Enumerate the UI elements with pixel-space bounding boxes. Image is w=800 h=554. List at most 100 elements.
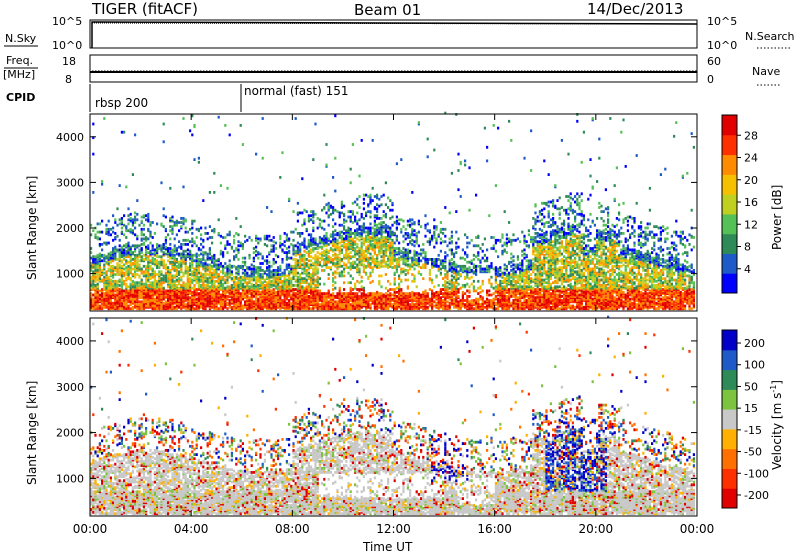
range-cell (307, 277, 310, 280)
range-cell (312, 226, 315, 230)
date-label: 14/Dec/2013 (587, 0, 683, 18)
range-cell (92, 303, 95, 306)
range-cell (360, 288, 363, 291)
range-cell (270, 210, 273, 213)
range-cell (433, 225, 436, 228)
range-cell (103, 117, 106, 120)
range-cell (345, 266, 348, 269)
range-cell (142, 300, 145, 304)
range-cell (103, 295, 106, 298)
range-cell (90, 247, 93, 250)
range-cell (351, 304, 354, 308)
range-cell (274, 290, 277, 294)
range-cell (301, 285, 304, 289)
range-cell (191, 240, 194, 244)
range-cell (428, 229, 431, 233)
range-cell (94, 303, 97, 306)
range-cell (239, 275, 242, 279)
range-cell (400, 249, 403, 253)
range-cell (120, 264, 123, 268)
range-cell (123, 299, 126, 302)
range-cell (340, 248, 343, 252)
range-cell (94, 258, 97, 261)
range-cell (301, 267, 304, 271)
range-cell (316, 289, 319, 293)
range-cell (145, 256, 148, 260)
range-cell (219, 184, 222, 187)
range-cell (301, 300, 304, 304)
range-cell (116, 258, 119, 261)
range-cell (255, 234, 258, 238)
range-cell (125, 282, 128, 286)
range-cell (252, 264, 255, 268)
range-cell (145, 279, 148, 283)
range-cell (382, 214, 385, 218)
range-cell (343, 218, 346, 222)
range-cell (442, 227, 445, 231)
range-cell (250, 285, 253, 289)
range-cell (246, 281, 249, 285)
range-cell (376, 196, 379, 200)
range-cell (206, 282, 209, 286)
range-cell (356, 211, 359, 215)
range-cell (184, 253, 187, 257)
range-cell (384, 260, 387, 264)
range-cell (140, 215, 143, 219)
range-cell (219, 297, 222, 301)
range-cell (433, 236, 436, 239)
range-cell (272, 284, 275, 287)
range-cell (131, 282, 134, 286)
range-cell (422, 248, 425, 252)
range-cell (365, 300, 368, 304)
range-cell (145, 277, 148, 280)
range-cell (334, 189, 337, 193)
range-cell (175, 252, 178, 256)
range-cell (336, 210, 339, 213)
range-cell (400, 218, 403, 222)
range-cell (387, 234, 390, 238)
range-cell (305, 281, 308, 285)
range-cell (169, 247, 172, 250)
range-cell (134, 300, 137, 304)
range-cell (257, 274, 260, 278)
range-cell (332, 262, 335, 265)
range-cell (332, 233, 335, 237)
range-cell (316, 251, 319, 254)
range-cell (118, 297, 121, 301)
range-cell (197, 258, 200, 261)
range-cell (369, 271, 372, 275)
range-cell (112, 275, 115, 279)
range-cell (228, 303, 231, 306)
range-cell (384, 292, 387, 295)
range-cell (211, 271, 214, 275)
range-cell (398, 277, 401, 280)
range-cell (316, 271, 319, 275)
range-cell (160, 270, 163, 274)
range-cell (422, 263, 425, 267)
range-cell (252, 278, 255, 282)
range-cell (345, 234, 348, 238)
range-cell (356, 249, 359, 253)
range-cell (101, 182, 104, 186)
range-cell (367, 263, 370, 267)
range-cell (94, 279, 97, 283)
range-cell (125, 289, 128, 293)
range-cell (389, 230, 392, 234)
range-cell (325, 240, 328, 244)
range-cell (433, 148, 436, 152)
range-cell (310, 214, 313, 218)
range-cell (382, 301, 385, 305)
range-cell (351, 260, 354, 264)
range-cell (433, 233, 436, 237)
range-cell (182, 258, 185, 261)
range-cell (129, 255, 132, 259)
range-cell (303, 290, 306, 294)
range-cell (250, 238, 253, 242)
range-cell (404, 273, 407, 276)
range-cell (294, 303, 297, 306)
range-cell (241, 143, 244, 146)
range-cell (351, 255, 354, 259)
noise-left-tick-bottom: 10^0 (52, 39, 82, 52)
range-cell (349, 215, 352, 219)
noise-sky-trace (91, 21, 698, 48)
